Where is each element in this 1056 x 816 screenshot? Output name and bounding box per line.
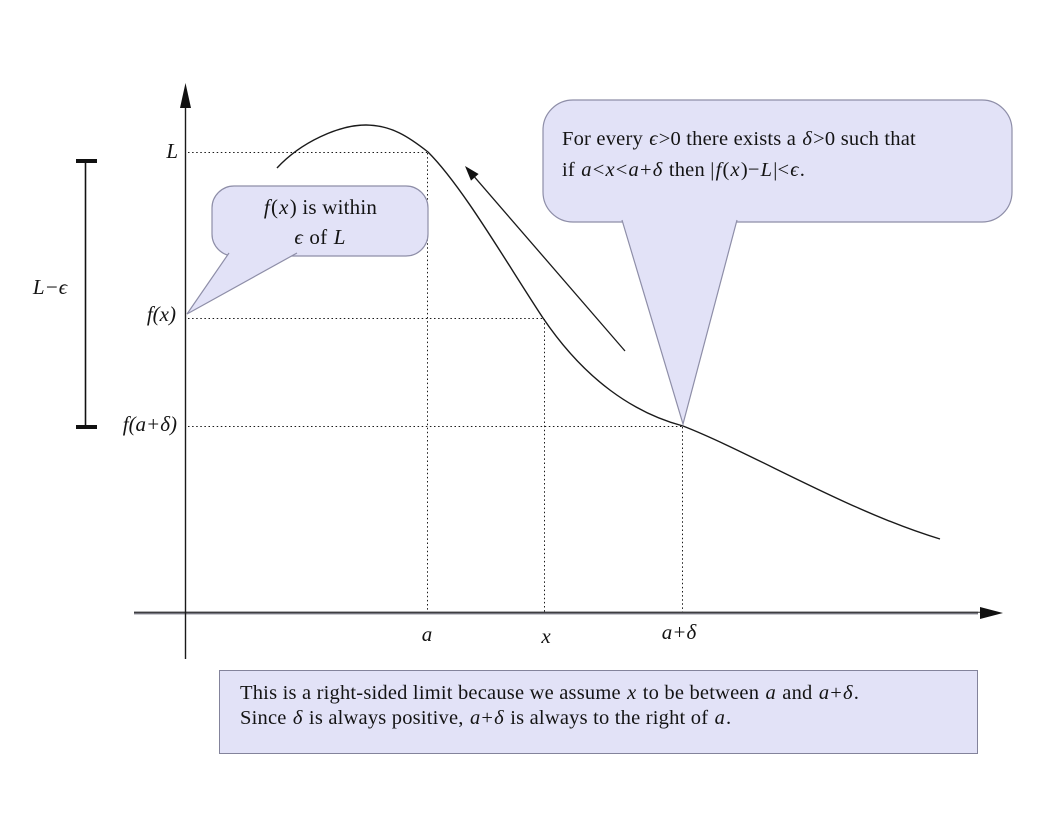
function-curve xyxy=(276,124,941,540)
side-bubble-shape xyxy=(211,185,429,257)
approach-arrow-line xyxy=(474,176,626,352)
side-bubble-text: f(x) is within ϵ of L xyxy=(212,192,428,252)
top-bubble-line-2: if a<x<a+δ then |f(x)−L|<ϵ. xyxy=(562,159,806,181)
top-bubble-tail xyxy=(621,219,738,427)
label-f-of-a-plus-delta: f(a+δ) xyxy=(122,412,177,436)
label-f-of-x: f(x) xyxy=(146,302,176,326)
side-bubble-tail xyxy=(186,252,298,315)
label-a-plus-delta: a+δ xyxy=(661,620,697,644)
bottom-note-box: This is a right-sided limit because we a… xyxy=(219,670,978,754)
label-L: L xyxy=(166,139,178,163)
side-bubble-line-2: ϵ of L xyxy=(294,225,346,249)
side-bubble-line-1: f(x) is within xyxy=(263,195,378,219)
top-bubble-text: For every ϵ>0 there exists a δ>0 such th… xyxy=(562,124,1012,186)
label-a: a xyxy=(421,622,433,646)
bottom-note-line-1: This is a right-sided limit because we a… xyxy=(240,682,860,704)
top-bubble-shape xyxy=(542,99,1013,223)
y-axis-arrowhead-icon xyxy=(180,83,191,108)
bottom-note-line-2: Since δ is always positive, a+δ is alway… xyxy=(240,707,732,729)
x-axis-arrowhead-icon xyxy=(980,607,1003,619)
top-bubble-line-1: For every ϵ>0 there exists a δ>0 such th… xyxy=(562,128,916,150)
label-L-minus-epsilon: L−ϵ xyxy=(32,275,68,299)
approach-arrowhead-icon xyxy=(465,166,479,181)
label-x: x xyxy=(541,624,551,648)
